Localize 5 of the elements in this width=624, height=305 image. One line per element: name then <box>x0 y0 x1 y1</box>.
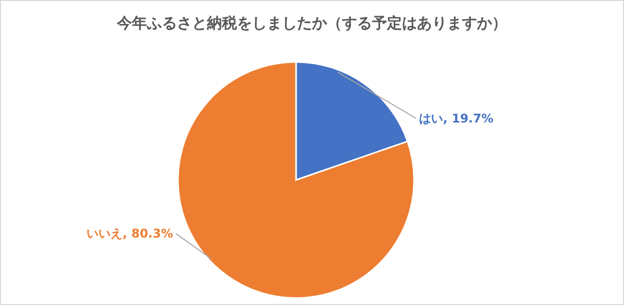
data-label: , 80.3% <box>122 226 173 241</box>
slice-label: いいえ <box>86 226 123 241</box>
slice-label: はい <box>419 111 443 126</box>
chart-title: 今年ふるさと納税をしましたか（する予定はありますか） <box>116 14 507 32</box>
data-label: , 19.7% <box>443 111 494 126</box>
